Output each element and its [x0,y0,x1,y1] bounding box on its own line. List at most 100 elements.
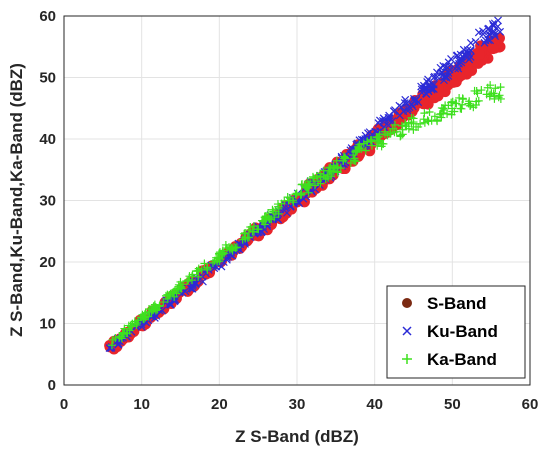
ku-band-point [201,269,210,278]
ka-band-point [496,94,505,103]
s-band-point [473,49,485,61]
ka-band-point [407,113,416,122]
ka-band-point [435,110,444,119]
legend-marker-ka-band [402,354,412,364]
y-tick-label: 30 [39,193,56,210]
ku-band-point [440,76,448,85]
ka-band-point [161,291,170,300]
ku-band-point [466,39,475,47]
y-tick-label: 60 [39,8,56,25]
ka-band-point [141,308,150,317]
legend: S-Band Ku-Band Ka-Band [386,285,526,379]
ku-band-point [484,25,492,34]
ka-band-point [367,135,376,144]
ka-band-point [464,99,473,108]
ka-band-point [339,156,348,165]
ka-band-point [420,118,429,127]
ka-band-point [241,228,250,237]
ka-band-point [490,92,499,101]
legend-marker-ku-band [402,326,412,336]
ka-band-point [448,107,457,116]
ka-band-point [398,125,407,134]
ka-band-point [401,119,410,128]
ku-band-point [378,117,387,125]
ku-band-point [444,58,453,67]
ka-band-point [444,101,453,110]
ka-band-point [139,315,148,324]
ka-band-point [115,332,124,341]
ku-band-point [466,47,475,55]
ku-band-point [481,36,490,45]
ka-band-point [457,104,466,113]
ka-band-point [357,145,366,154]
ka-band-point [296,191,305,200]
ka-band-point [197,265,206,274]
ka-band-point [130,317,139,326]
ka-band-point [323,172,332,181]
axes-box [63,15,531,386]
ku-band-point [447,55,455,63]
ka-band-point [340,153,349,162]
ka-band-point [238,235,247,244]
ku-band-point [466,53,475,61]
ku-band-point [395,101,404,110]
y-axis-label: Z S-Band,Ku-Band,Ka-Band (dBZ) [7,63,26,337]
ka-band-point [388,124,397,133]
ka-band-point [304,188,313,197]
ka-band-point [304,181,313,190]
x-tick-label: 50 [444,396,461,413]
ka-band-point [379,139,388,148]
ka-band-point [123,329,132,338]
ka-band-point [316,179,325,188]
y-tick-label: 20 [39,254,56,271]
ka-band-point [383,131,392,140]
ka-band-point [482,90,491,99]
s-band-point [462,64,474,76]
ka-band-point [496,83,505,92]
ka-band-point [390,128,399,137]
ka-band-point [297,180,306,189]
ka-band-point [419,115,428,124]
ku-band-point [424,86,432,95]
ka-band-point [228,244,237,253]
ka-band-point [149,302,158,311]
ka-band-point [249,227,258,236]
ka-band-point [409,114,418,123]
ka-band-point [245,233,254,242]
ka-band-point [361,146,370,155]
ka-band-point [267,215,276,224]
ka-band-point [477,86,486,95]
ka-band-point [230,242,239,251]
ku-band-point [395,111,404,120]
ka-band-point [486,81,495,90]
ka-band-point [286,193,295,202]
ka-band-point [430,112,439,121]
ku-band-point [280,203,289,212]
scatter-points [104,16,506,355]
x-tick-label: 60 [522,396,539,413]
ka-band-point [176,284,185,293]
ka-band-point [416,119,425,128]
s-band-point [487,43,499,55]
x-tick-label: 40 [366,396,383,413]
ku-band-point [436,63,445,72]
ku-band-point [433,72,442,81]
ka-band-point [170,292,179,301]
ka-band-point [309,174,318,183]
ka-band-point [223,244,232,253]
ka-band-point [165,291,174,300]
ka-band-point [373,133,382,142]
ku-band-point [485,31,494,39]
ka-band-point [183,277,192,286]
ka-band-point [174,282,183,291]
ku-band-point [494,16,502,25]
ka-band-point [451,99,460,108]
x-tick-label: 20 [211,396,228,413]
ku-band-point [457,58,466,67]
ka-band-point [280,196,289,205]
ka-band-point [350,156,359,165]
ka-band-point [260,220,269,229]
ka-band-point [316,169,325,178]
ka-band-point [420,109,429,118]
ka-band-point [119,330,128,339]
